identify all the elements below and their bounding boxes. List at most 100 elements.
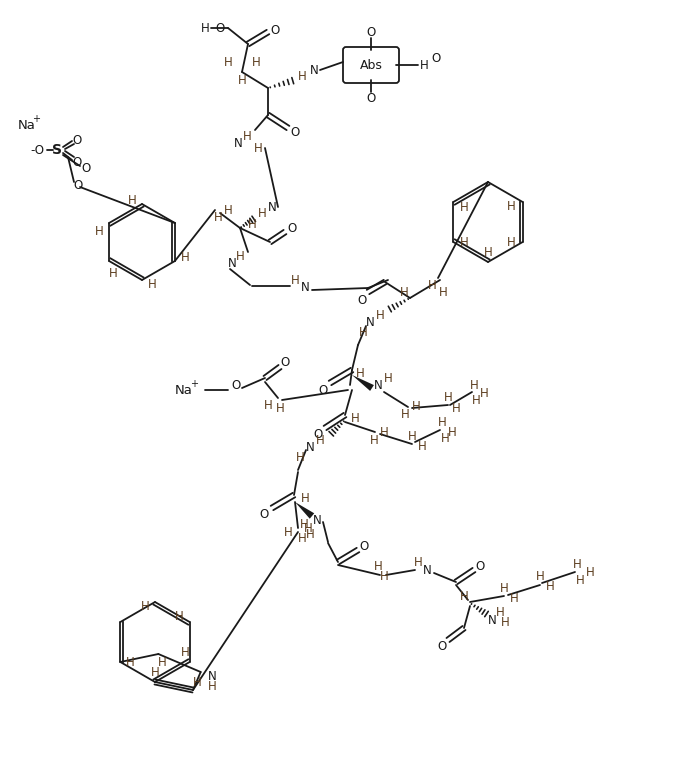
Text: H: H	[414, 556, 422, 569]
Text: H: H	[536, 571, 544, 584]
Polygon shape	[352, 375, 374, 391]
Text: H: H	[151, 665, 159, 678]
Text: H: H	[351, 411, 359, 424]
Text: H: H	[374, 561, 382, 574]
Text: H: H	[500, 581, 508, 594]
Text: +: +	[190, 379, 198, 389]
Text: H: H	[384, 372, 393, 385]
Text: H: H	[258, 207, 266, 219]
Text: O: O	[475, 559, 485, 572]
Text: H: H	[140, 600, 149, 613]
Text: H: H	[418, 440, 426, 453]
Text: -O: -O	[30, 143, 44, 156]
Polygon shape	[295, 502, 314, 519]
Text: H: H	[437, 415, 446, 428]
Text: N: N	[208, 670, 217, 683]
Text: O: O	[313, 427, 323, 440]
Text: H: H	[304, 521, 313, 534]
Text: H: H	[428, 278, 437, 292]
Text: O: O	[359, 539, 369, 552]
Text: H: H	[243, 130, 252, 142]
Text: N: N	[228, 257, 237, 270]
Text: H: H	[460, 200, 468, 213]
Text: N: N	[313, 514, 321, 527]
Text: H: H	[376, 309, 384, 322]
Text: H: H	[359, 325, 367, 338]
Text: H: H	[252, 56, 260, 69]
Text: H: H	[316, 434, 324, 447]
Text: H: H	[306, 529, 315, 542]
Text: O: O	[260, 507, 268, 520]
Text: O: O	[357, 293, 367, 306]
Text: H: H	[507, 200, 516, 213]
Text: H: H	[276, 402, 284, 415]
Text: H: H	[479, 386, 488, 399]
Text: O: O	[216, 21, 224, 34]
Text: N: N	[487, 613, 496, 626]
Text: H: H	[460, 235, 468, 248]
Text: Na: Na	[18, 119, 36, 132]
Text: O: O	[231, 379, 241, 392]
Text: H: H	[420, 59, 428, 72]
Text: H: H	[181, 645, 190, 658]
Text: O: O	[287, 222, 296, 235]
Text: H: H	[283, 526, 292, 539]
Text: H: H	[412, 399, 420, 412]
Text: H: H	[380, 425, 388, 438]
Text: N: N	[310, 63, 319, 76]
Text: O: O	[290, 126, 300, 139]
Text: H: H	[370, 434, 378, 447]
FancyBboxPatch shape	[343, 47, 399, 83]
Text: H: H	[126, 655, 135, 668]
Text: O: O	[271, 24, 279, 37]
Text: H: H	[298, 69, 306, 82]
Text: O: O	[73, 178, 83, 191]
Text: H: H	[470, 379, 479, 392]
Text: O: O	[437, 639, 447, 652]
Text: H: H	[496, 606, 504, 619]
Text: O: O	[81, 162, 91, 174]
Text: H: H	[472, 393, 481, 406]
Text: H: H	[254, 142, 262, 155]
Text: N: N	[374, 379, 382, 392]
Text: H: H	[291, 274, 300, 287]
Text: H: H	[510, 591, 519, 604]
Text: S: S	[52, 143, 62, 157]
Text: Abs: Abs	[359, 59, 382, 72]
Text: H: H	[224, 56, 233, 69]
Text: H: H	[193, 675, 201, 689]
Text: H: H	[247, 217, 256, 230]
Text: H: H	[95, 225, 104, 238]
Text: H: H	[407, 430, 416, 443]
Text: H: H	[452, 402, 460, 415]
Text: H: H	[201, 21, 210, 34]
Text: H: H	[237, 73, 246, 87]
Text: H: H	[108, 267, 117, 280]
Text: H: H	[546, 581, 555, 594]
Text: N: N	[234, 136, 242, 149]
Text: H: H	[439, 286, 447, 299]
Text: H: H	[399, 286, 408, 299]
Text: H: H	[208, 680, 217, 693]
Text: H: H	[356, 367, 364, 379]
Text: H: H	[483, 245, 492, 258]
Text: O: O	[366, 91, 376, 104]
Text: H: H	[298, 532, 306, 545]
Text: O: O	[73, 155, 81, 168]
Text: H: H	[176, 610, 184, 623]
Text: H: H	[500, 616, 509, 629]
Text: H: H	[460, 591, 468, 604]
Text: O: O	[319, 383, 327, 396]
Text: H: H	[236, 249, 244, 262]
Text: H: H	[443, 390, 452, 404]
Text: H: H	[507, 235, 516, 248]
Text: N: N	[300, 280, 309, 293]
Text: H: H	[300, 518, 308, 532]
Text: Na: Na	[175, 383, 193, 396]
Text: N: N	[365, 315, 374, 328]
Text: H: H	[300, 491, 309, 504]
Text: N: N	[422, 564, 431, 577]
Text: H: H	[576, 574, 584, 587]
Text: H: H	[180, 251, 189, 264]
Text: H: H	[158, 655, 167, 668]
